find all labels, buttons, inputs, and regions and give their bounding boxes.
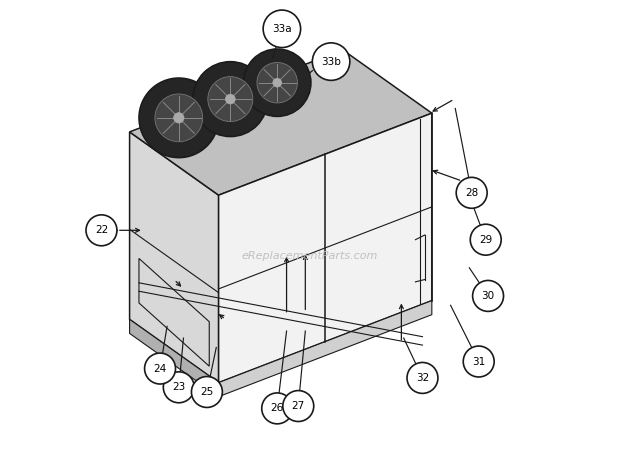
Text: 32: 32 xyxy=(416,373,429,383)
Polygon shape xyxy=(130,132,219,383)
Text: 30: 30 xyxy=(482,291,495,301)
Text: 29: 29 xyxy=(479,235,492,245)
Circle shape xyxy=(470,224,501,255)
Circle shape xyxy=(407,362,438,393)
Circle shape xyxy=(192,376,223,407)
Circle shape xyxy=(208,77,253,122)
Circle shape xyxy=(226,94,235,104)
Circle shape xyxy=(263,10,301,47)
Text: 25: 25 xyxy=(200,387,213,397)
Text: 33a: 33a xyxy=(272,24,291,34)
Circle shape xyxy=(283,391,314,422)
Circle shape xyxy=(257,63,298,103)
Polygon shape xyxy=(130,319,219,397)
Text: 31: 31 xyxy=(472,357,485,367)
Circle shape xyxy=(144,353,175,384)
Text: 22: 22 xyxy=(95,225,108,235)
Circle shape xyxy=(262,393,293,424)
Circle shape xyxy=(312,43,350,80)
Circle shape xyxy=(472,281,503,312)
Text: 27: 27 xyxy=(291,401,305,411)
Polygon shape xyxy=(219,301,432,397)
Circle shape xyxy=(174,113,184,123)
Text: eReplacementParts.com: eReplacementParts.com xyxy=(242,251,378,261)
Text: 33b: 33b xyxy=(321,56,341,67)
Text: 26: 26 xyxy=(270,403,284,414)
Circle shape xyxy=(244,49,311,117)
Circle shape xyxy=(139,78,219,157)
Circle shape xyxy=(163,372,194,403)
Text: 23: 23 xyxy=(172,382,185,392)
Circle shape xyxy=(86,215,117,246)
Text: 28: 28 xyxy=(465,188,478,198)
Circle shape xyxy=(193,62,268,137)
Polygon shape xyxy=(219,113,432,383)
Circle shape xyxy=(155,94,203,142)
Circle shape xyxy=(456,177,487,208)
Text: 24: 24 xyxy=(153,364,167,374)
Circle shape xyxy=(273,78,281,87)
Polygon shape xyxy=(130,50,432,195)
Circle shape xyxy=(463,346,494,377)
